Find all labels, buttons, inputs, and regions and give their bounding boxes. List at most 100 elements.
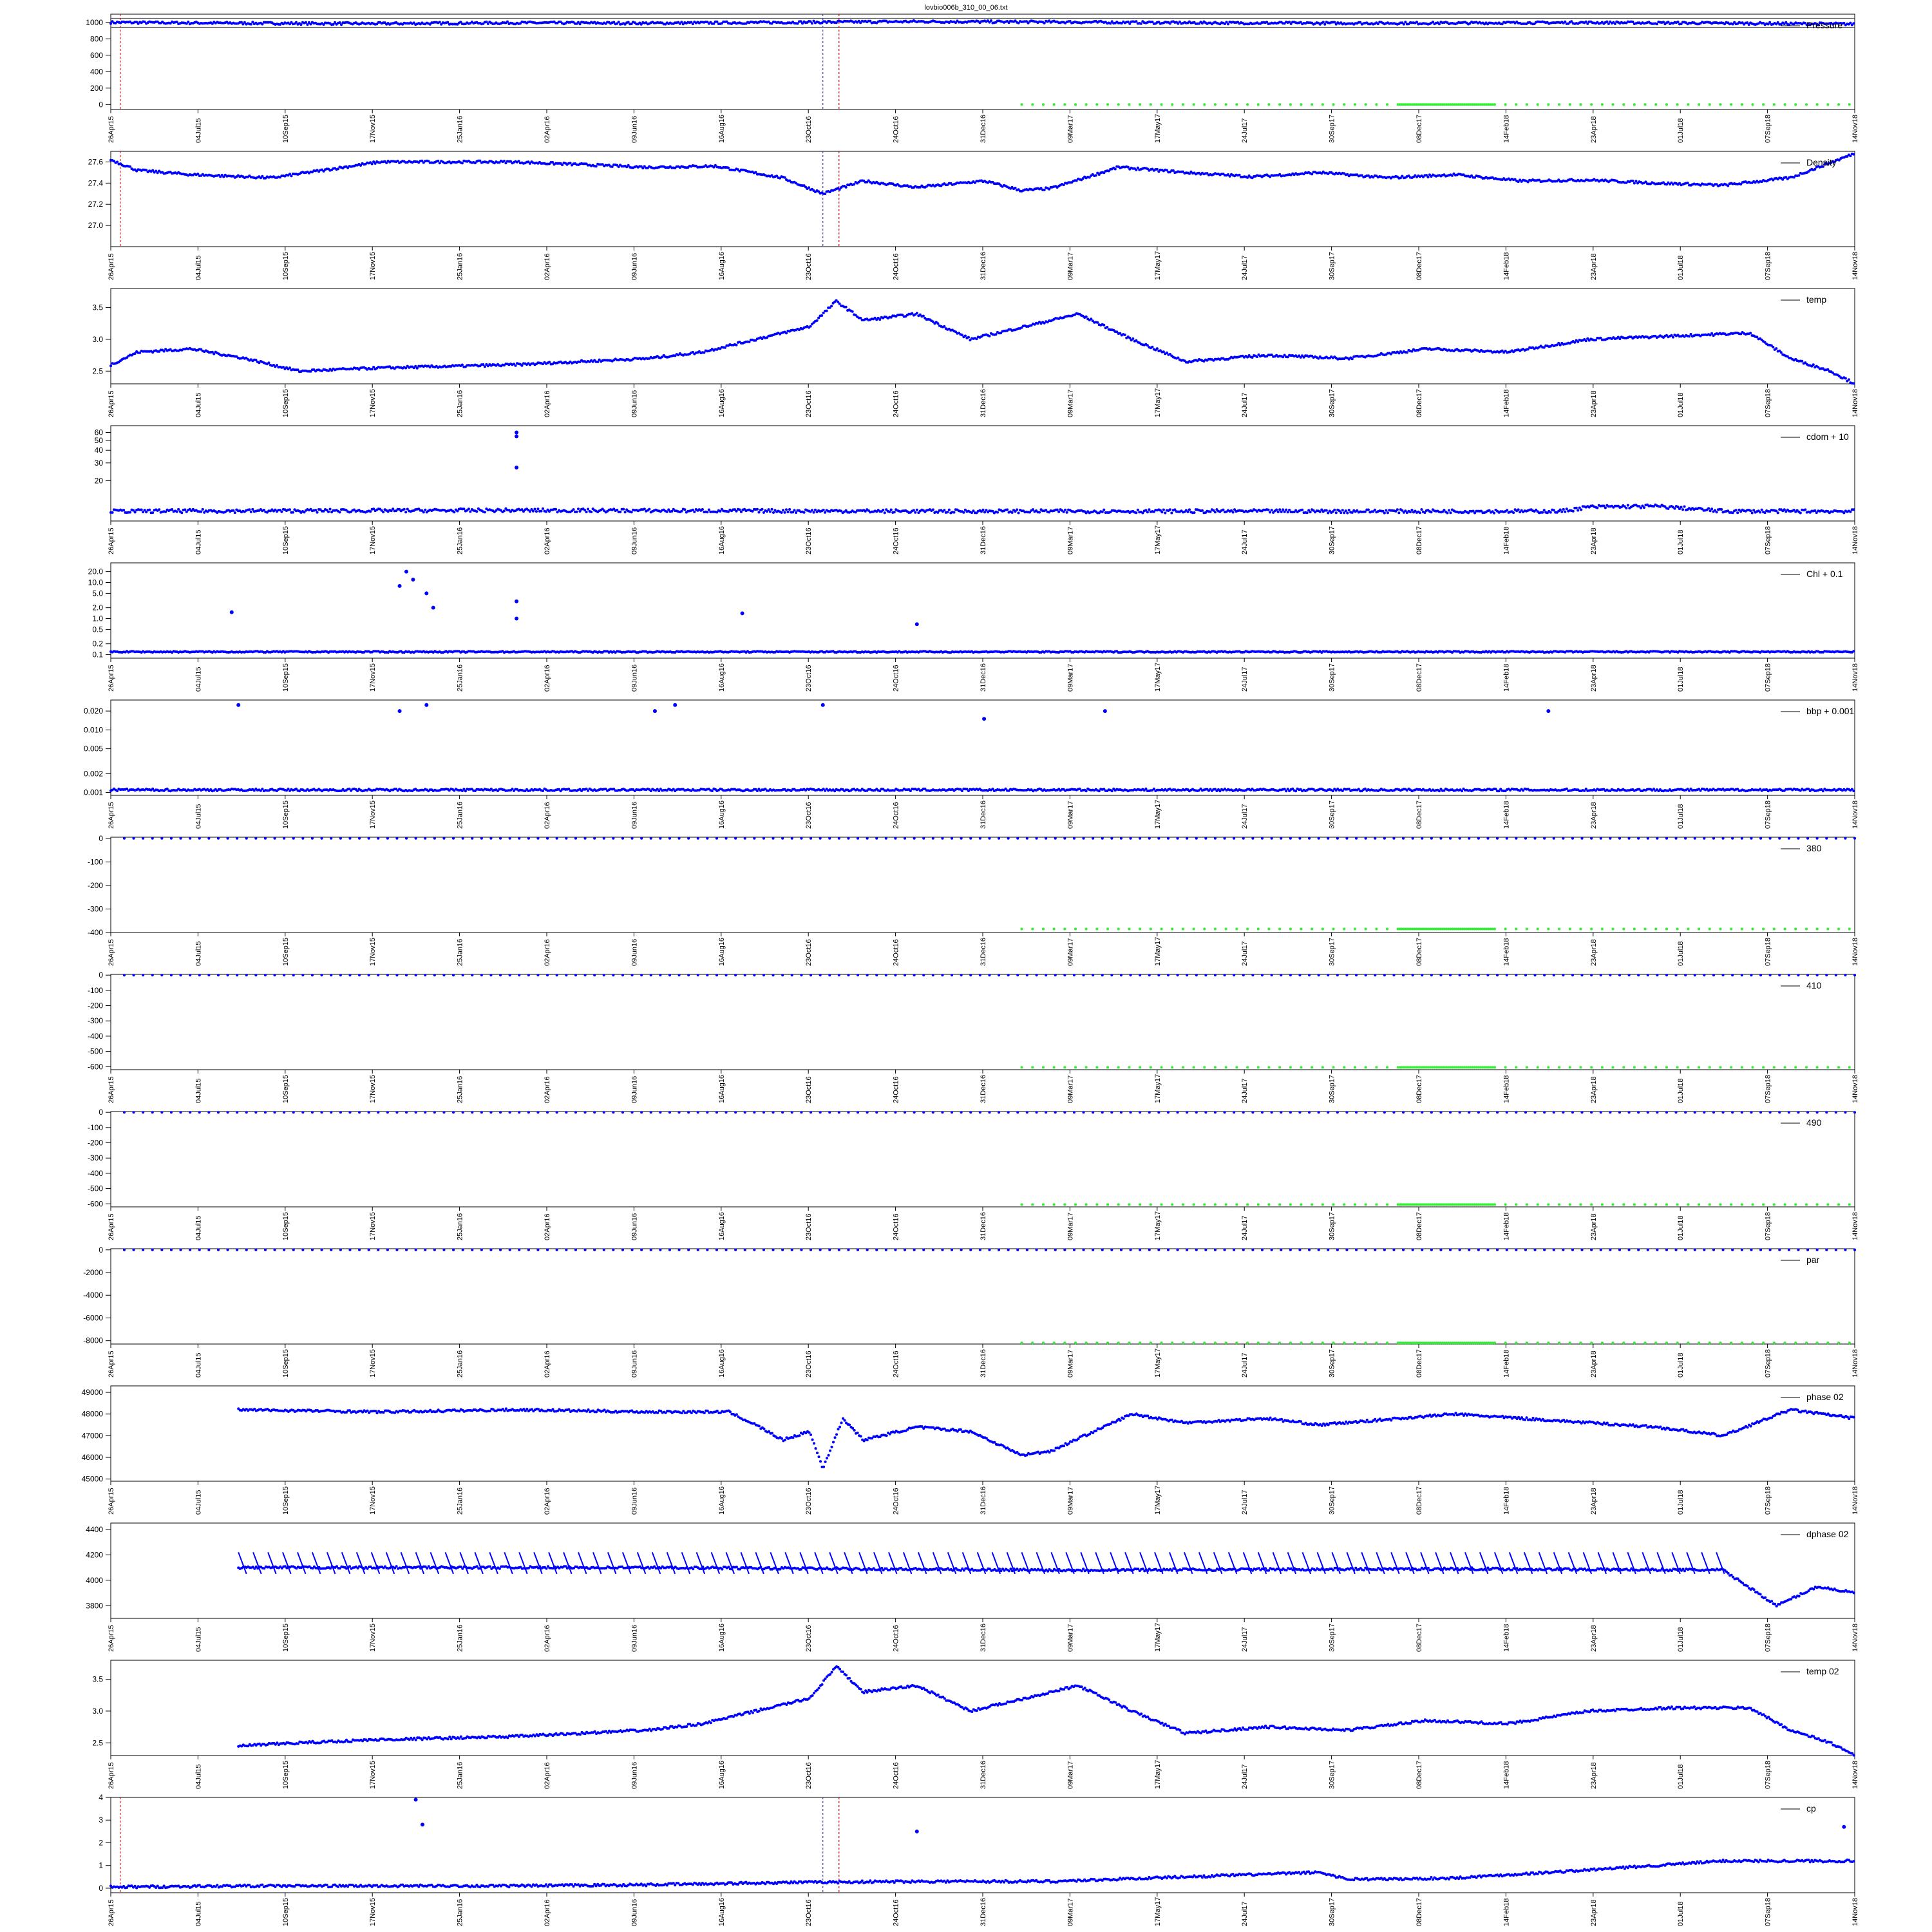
x-tick-label: 09Mar17: [1066, 664, 1074, 692]
x-tick-label: 14Nov18: [1852, 1349, 1859, 1378]
y-tick-label: -6000: [83, 1313, 103, 1322]
outlier-point: [397, 583, 402, 588]
x-tick-label: 14Nov18: [1852, 1075, 1859, 1103]
y-tick-label: 27.6: [88, 157, 104, 166]
x-tick-label: 04Jul15: [194, 667, 202, 692]
x-tick-label: 17Nov15: [369, 938, 377, 966]
x-tick-label: 24Jul17: [1241, 529, 1249, 554]
x-tick-label: 24Oct16: [893, 116, 900, 143]
panel-frame-chl-0-1: [110, 562, 1855, 659]
outlier-point: [914, 622, 919, 627]
y-tick-label: -100: [88, 1123, 103, 1132]
x-tick-label: 14Nov18: [1852, 115, 1859, 143]
legend-label-pressure: Pressure: [1806, 20, 1842, 30]
x-tick-label: 24Oct16: [893, 1488, 900, 1515]
y-tick-label: 0.005: [84, 744, 103, 753]
page-title: lovbio006b_310_00_06.txt: [924, 4, 1008, 12]
x-tick-label: 14Feb18: [1502, 390, 1510, 417]
x-tick-label: 14Feb18: [1502, 1624, 1510, 1652]
x-tick-label: 01Jul18: [1677, 529, 1685, 554]
x-tick-label: 04Jul15: [194, 1352, 202, 1378]
x-tick-label: 14Nov18: [1852, 938, 1859, 966]
x-tick-label: 17May17: [1154, 1349, 1162, 1378]
x-tick-label: 31Dec16: [980, 1075, 987, 1103]
series-trace-cp: [109, 1858, 1855, 1889]
x-tick-label: 24Jul17: [1241, 392, 1249, 417]
x-tick-label: 25Jan16: [457, 116, 464, 143]
outlier-point: [515, 466, 519, 470]
x-tick-label: 02Apr16: [544, 1488, 551, 1515]
x-tick-label: 04Jul15: [194, 118, 202, 143]
x-tick-label: 26Apr15: [108, 939, 115, 966]
x-tick-label: 10Sep15: [282, 1486, 290, 1515]
x-tick-label: 02Apr16: [544, 527, 551, 554]
x-tick-label: 23Apr18: [1590, 527, 1598, 554]
y-tick-label: 2.5: [92, 366, 103, 375]
x-tick-label: 08Dec17: [1416, 800, 1423, 829]
x-tick-label: 04Jul15: [194, 1078, 202, 1103]
x-tick-label: 24Jul17: [1241, 1764, 1249, 1789]
x-tick-label: 30Sep17: [1329, 389, 1336, 417]
x-tick-label: 30Sep17: [1329, 1349, 1336, 1378]
x-tick-label: 07Sep18: [1765, 115, 1772, 143]
series-trace-density: [109, 153, 1855, 195]
x-tick-label: 17Nov15: [369, 252, 377, 280]
x-tick-label: 09Mar17: [1066, 1075, 1074, 1103]
panel-frame-490: [110, 1111, 1855, 1208]
x-tick-label: 16Aug16: [718, 526, 726, 554]
y-tick-label: 200: [90, 84, 103, 93]
x-tick-label: 07Sep18: [1765, 1898, 1772, 1926]
y-tick-label: 5.0: [92, 589, 103, 598]
y-tick-label: 3.5: [92, 1675, 103, 1684]
x-tick-label: 23Apr18: [1590, 1350, 1598, 1378]
x-tick-label: 02Apr16: [544, 939, 551, 966]
x-tick-label: 26Apr15: [108, 665, 115, 692]
x-tick-label: 07Sep18: [1765, 663, 1772, 692]
x-tick-label: 23Oct16: [805, 253, 813, 280]
x-tick-label: 23Oct16: [805, 390, 813, 417]
x-tick-label: 14Nov18: [1852, 526, 1859, 554]
y-tick-label: -300: [88, 904, 103, 913]
x-tick-label: 10Sep15: [282, 526, 290, 554]
x-tick-label: 08Dec17: [1416, 526, 1423, 554]
outlier-point: [515, 434, 519, 439]
y-tick-label: 1000: [86, 18, 103, 27]
y-tick-label: 2: [99, 1838, 103, 1847]
x-tick-label: 24Jul17: [1241, 118, 1249, 143]
x-tick-label: 09Mar17: [1066, 801, 1074, 829]
x-tick-label: 10Sep15: [282, 252, 290, 280]
series-trace-phase-02: [237, 1407, 1855, 1468]
x-tick-label: 09Mar17: [1066, 1350, 1074, 1378]
x-tick-label: 07Sep18: [1765, 938, 1772, 966]
x-tick-label: 07Sep18: [1765, 1212, 1772, 1240]
x-tick-label: 26Apr15: [108, 1899, 115, 1926]
outlier-point: [413, 1797, 418, 1802]
x-tick-label: 30Sep17: [1329, 1486, 1336, 1515]
y-tick-label: 400: [90, 67, 103, 76]
x-tick-label: 23Apr18: [1590, 939, 1598, 966]
series-trace-cdom-10: [109, 503, 1855, 515]
outlier-point: [820, 703, 825, 707]
x-tick-label: 07Sep18: [1765, 800, 1772, 829]
panel-frame-par: [110, 1248, 1855, 1345]
x-tick-label: 02Apr16: [544, 665, 551, 692]
y-tick-label: 10.0: [88, 578, 104, 587]
x-tick-label: 24Oct16: [893, 665, 900, 692]
x-tick-label: 10Sep15: [282, 1212, 290, 1240]
x-tick-label: 10Sep15: [282, 1624, 290, 1652]
x-tick-label: 08Dec17: [1416, 1349, 1423, 1378]
x-tick-label: 24Jul17: [1241, 1215, 1249, 1240]
y-tick-label: 3800: [86, 1601, 103, 1610]
x-tick-label: 30Sep17: [1329, 800, 1336, 829]
x-tick-label: 16Aug16: [718, 1075, 726, 1103]
legend-label-density: Density: [1806, 157, 1837, 167]
y-tick-label: 4000: [86, 1576, 103, 1585]
x-tick-label: 07Sep18: [1765, 1486, 1772, 1515]
y-tick-label: 49000: [82, 1388, 104, 1397]
x-tick-label: 24Jul17: [1241, 1352, 1249, 1378]
x-tick-label: 09Jun16: [630, 1625, 638, 1652]
x-tick-label: 01Jul18: [1677, 392, 1685, 417]
y-tick-label: 4: [99, 1793, 103, 1802]
x-tick-label: 08Dec17: [1416, 938, 1423, 966]
x-tick-label: 24Oct16: [893, 1076, 900, 1103]
